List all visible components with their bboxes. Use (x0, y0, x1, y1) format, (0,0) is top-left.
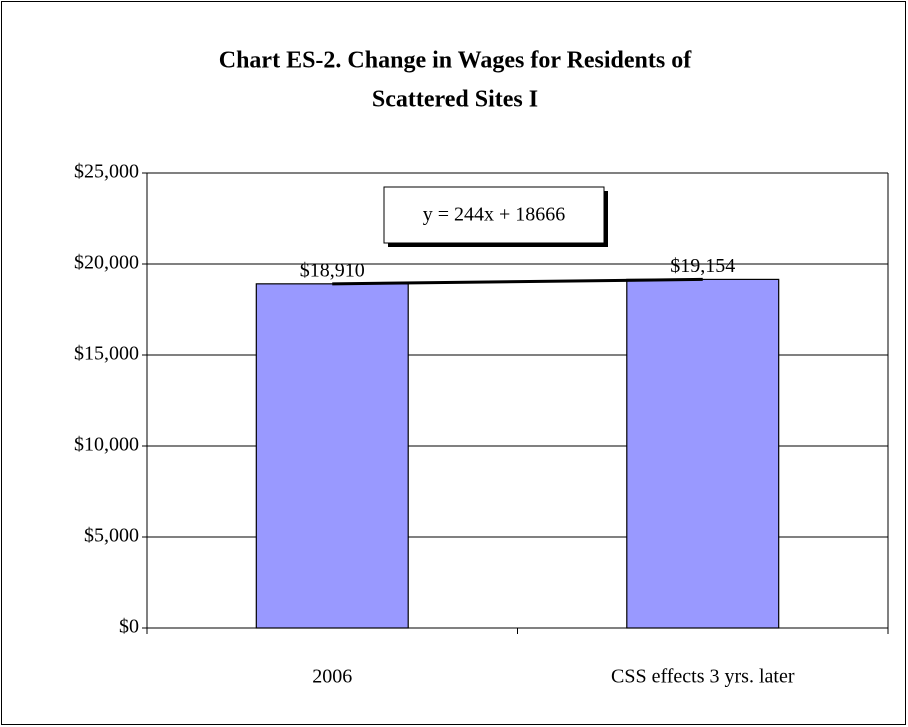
y-tick-label: $25,000 (74, 161, 139, 183)
bar (626, 278, 780, 629)
annotation: y = 244x + 18666 (423, 204, 566, 226)
x-tick-label: 2006 (312, 666, 352, 688)
annotation-box (383, 186, 605, 244)
y-tick-label: $15,000 (74, 343, 139, 365)
x-tick-label: CSS effects 3 yrs. later (611, 666, 795, 688)
y-tick-label: $20,000 (74, 252, 139, 274)
value-label: $18,910 (300, 259, 365, 281)
value-label: $19,154 (670, 255, 735, 277)
y-tick-label: $10,000 (74, 434, 139, 456)
chart-title: Scattered Sites I (372, 87, 538, 113)
trendline (332, 277, 703, 286)
y-tick-label: $0 (119, 616, 139, 638)
chart-title: Chart ES-2. Change in Wages for Resident… (219, 48, 692, 74)
bar (255, 283, 409, 629)
y-tick-label: $5,000 (84, 525, 139, 547)
